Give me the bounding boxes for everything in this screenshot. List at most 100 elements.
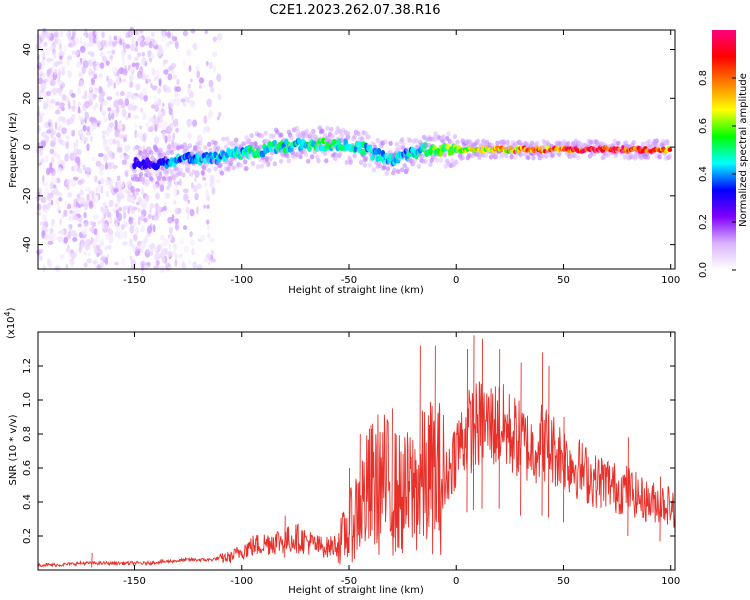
heatmap-point [420, 153, 425, 159]
heatmap-point [134, 144, 140, 150]
heatmap-point [113, 35, 118, 41]
heatmap-point [46, 258, 51, 267]
heatmap-point [190, 28, 196, 34]
heatmap-point [74, 37, 80, 46]
heatmap-point [118, 188, 124, 197]
heatmap-point [52, 151, 58, 157]
heatmap-point [144, 61, 147, 67]
heatmap-point [442, 152, 447, 158]
heatmap-point [116, 35, 121, 42]
colorbar-ticks: 0.0 0.2 0.4 0.6 0.8 [698, 70, 736, 278]
heatmap-point [110, 113, 115, 120]
heatmap-point [53, 68, 58, 75]
snr-spike [391, 408, 393, 537]
heatmap-point [77, 106, 81, 114]
heatmap-point [271, 133, 276, 139]
heatmap-point [188, 259, 192, 266]
heatmap-point [246, 138, 252, 144]
heatmap-point [149, 150, 154, 156]
snr-y-tick-label: 1.0 [22, 392, 33, 408]
heatmap-point [40, 196, 47, 204]
heatmap-point [171, 69, 175, 74]
heatmap-point [147, 225, 153, 234]
heatmap-point [56, 79, 63, 86]
heatmap-point [45, 154, 49, 163]
heatmap-point [174, 223, 178, 230]
heatmap-point [182, 142, 187, 148]
heatmap-point [44, 187, 49, 195]
heatmap-point [165, 192, 171, 199]
heatmap-point [137, 220, 141, 225]
heatmap-point [114, 230, 121, 238]
heatmap-point [52, 184, 57, 189]
heatmap-point [169, 168, 174, 174]
heatmap-point [208, 112, 211, 120]
heatmap-point [360, 136, 365, 142]
heatmap-point [48, 122, 51, 127]
heatmap-point [217, 116, 220, 121]
heatmap-point [109, 54, 114, 61]
heatmap-point [270, 150, 275, 156]
snr-spike [438, 408, 441, 531]
heatmap-point [80, 187, 83, 194]
heatmap-point [325, 125, 330, 131]
heatmap-point [101, 223, 108, 230]
heatmap-point [103, 154, 109, 163]
heatmap-point [145, 194, 150, 201]
heatmap-point [52, 80, 56, 86]
heatmap-point [39, 43, 45, 48]
heatmap-point [142, 145, 146, 150]
heatmap-point [217, 93, 222, 101]
heatmap-point [169, 235, 173, 241]
heatmap-point [96, 122, 100, 128]
snr-x-tick-label: 50 [557, 576, 570, 587]
heatmap-point [41, 131, 47, 138]
heatmap-point [90, 70, 96, 76]
heatmap-point [114, 222, 118, 229]
heatmap-point [161, 255, 166, 264]
heatmap-point [171, 112, 174, 121]
heatmap-point [207, 232, 211, 239]
heatmap-point [196, 134, 203, 143]
heatmap-point [477, 154, 482, 160]
heatmap-point [53, 32, 59, 38]
heatmap-point [174, 86, 178, 92]
heatmap-point [59, 43, 62, 51]
heatmap-point [142, 112, 147, 117]
heatmap-point [90, 226, 95, 233]
heatmap-point [190, 182, 194, 189]
heatmap-point [540, 153, 545, 159]
spectrogram-y-tick-label: -20 [22, 188, 33, 204]
heatmap-point [84, 111, 89, 120]
heatmap-point [101, 130, 107, 135]
heatmap-point [211, 249, 214, 256]
heatmap-point [79, 196, 85, 204]
heatmap-point [99, 62, 105, 69]
heatmap-point [171, 36, 177, 42]
heatmap-point [84, 251, 87, 256]
heatmap-point [122, 78, 127, 83]
heatmap-point [572, 153, 577, 159]
heatmap-point [213, 65, 217, 74]
heatmap-point [204, 181, 208, 188]
heatmap-point [147, 116, 153, 123]
heatmap-point [171, 138, 174, 147]
heatmap-point [263, 130, 268, 136]
heatmap-point [129, 80, 134, 88]
heatmap-point [104, 146, 111, 153]
heatmap-point [384, 170, 389, 176]
heatmap-point [557, 151, 562, 157]
heatmap-point [187, 88, 191, 94]
heatmap-point [90, 220, 94, 226]
heatmap-point [74, 50, 80, 56]
heatmap-point [64, 153, 69, 162]
heatmap-point [106, 50, 113, 55]
heatmap-point [225, 136, 230, 142]
heatmap-point [92, 105, 96, 111]
heatmap-point [105, 190, 110, 198]
heatmap-point [56, 167, 63, 174]
heatmap-point [181, 159, 186, 165]
heatmap-point [57, 68, 62, 77]
spectrogram-panel: -150 -100 -50 0 50 100 -40 -20 0 20 40 Height of … [8, 26, 680, 296]
heatmap-point [84, 186, 91, 192]
